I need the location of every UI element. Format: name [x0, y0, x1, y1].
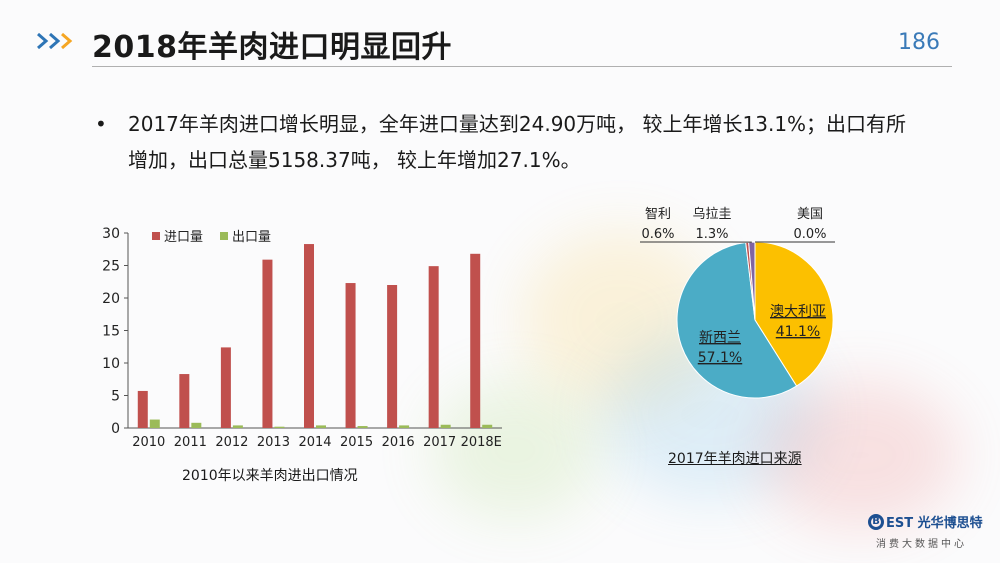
pie-slice: [754, 241, 834, 387]
export-bar: [316, 425, 326, 428]
y-tick-label: 30: [102, 226, 120, 242]
slide-header: 2018年羊肉进口明显回升 186: [0, 0, 1000, 70]
x-tick-label: 2013: [257, 435, 290, 450]
import-bar: [387, 285, 398, 428]
header-divider: [92, 66, 952, 67]
slice-name-label: 智利: [645, 207, 671, 222]
slice-name-label: 美国: [797, 207, 823, 222]
logo-tagline: 消费大数据中心: [876, 539, 967, 550]
import-export-bar-chart: 0 5 10 15 20 25 30 2010 2011 2012 2013 2014 2015 2016…: [102, 226, 502, 450]
import-bar: [262, 259, 273, 428]
bar-chart-caption: 2010年以来羊肉进出口情况: [182, 468, 358, 484]
export-bar: [482, 424, 493, 428]
x-tick-label: 2014: [298, 435, 331, 450]
x-tick-label: 2016: [382, 435, 415, 450]
y-tick-label: 0: [111, 421, 120, 437]
bullet-marker: •: [95, 112, 107, 136]
import-bar: [220, 347, 231, 428]
x-tick-label: 2010: [132, 435, 165, 450]
slice-name-label: 澳大利亚: [770, 304, 826, 320]
pie-slice: [676, 241, 798, 399]
export-bar: [191, 422, 202, 428]
slice-name-label: 新西兰: [699, 330, 741, 346]
import-bar: [428, 266, 439, 428]
y-tick-label: 25: [102, 259, 120, 275]
slice-value-label: 0.0%: [793, 227, 826, 242]
legend-label: 进口量: [164, 230, 203, 245]
x-tick-label: 2011: [174, 435, 207, 450]
page-title: 2018年羊肉进口明显回升: [92, 30, 452, 65]
legend-swatch: [152, 232, 160, 240]
export-bar: [399, 425, 410, 428]
y-tick-label: 20: [102, 291, 120, 307]
bullet-text: 2017年羊肉进口增长明显，全年进口量达到24.90万吨， 较上年增长13.1%…: [128, 112, 907, 172]
y-tick-label: 5: [111, 389, 120, 405]
slice-value-label: 57.1%: [698, 350, 742, 366]
background-blob: [430, 380, 600, 520]
pie-chart-caption: 2017年羊肉进口来源: [668, 451, 802, 467]
slice-name-label: 乌拉圭: [692, 206, 731, 222]
logo-mark: B: [868, 513, 884, 530]
x-tick-label: 2018E: [461, 435, 502, 450]
page-number: 186: [898, 30, 940, 55]
y-tick-label: 15: [102, 324, 120, 340]
import-bar: [345, 283, 356, 428]
slice-value-label: 1.3%: [695, 227, 728, 242]
slice-value-label: 0.6%: [641, 227, 674, 242]
y-tick-label: 10: [102, 356, 120, 372]
background-blob: [760, 380, 960, 530]
export-bar: [232, 425, 243, 428]
logo-brand: EST 光华博思特: [886, 516, 983, 531]
import-bar: [304, 244, 314, 428]
legend-swatch: [220, 232, 228, 240]
slice-value-label: 41.1%: [776, 324, 820, 340]
import-bar: [470, 253, 481, 428]
import-bar: [179, 374, 190, 428]
export-bar: [440, 424, 451, 428]
company-logo: B EST 光华博思特 消费大数据中心: [868, 512, 988, 550]
export-bar: [357, 426, 368, 428]
x-tick-label: 2015: [340, 435, 373, 450]
chevrons-icon: [37, 32, 73, 50]
import-source-pie-chart: 澳大利亚 41.1% 新西兰 57.1% 智利 0.6% 乌拉圭 1.3% 美国 0.0%: [640, 206, 835, 399]
x-tick-label: 2012: [215, 435, 248, 450]
x-tick-label: 2017: [423, 435, 456, 450]
import-bar: [137, 390, 148, 428]
legend-label: 出口量: [232, 230, 271, 245]
export-bar: [149, 419, 160, 428]
export-bar: [274, 426, 285, 428]
